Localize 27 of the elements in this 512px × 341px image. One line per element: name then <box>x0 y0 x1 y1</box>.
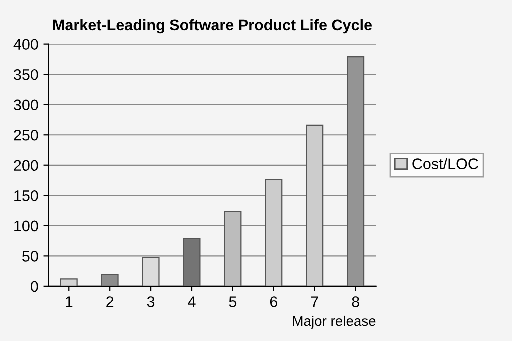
legend-label: Cost/LOC <box>412 158 478 170</box>
x-tick-label: 4 <box>188 296 196 308</box>
bar <box>224 211 242 286</box>
x-axis-title: Major release <box>293 316 376 329</box>
bar <box>142 257 160 286</box>
y-tick-label: 150 <box>14 190 38 202</box>
y-tick-label: 400 <box>14 39 38 50</box>
y-tick-label: 50 <box>22 251 38 262</box>
x-tick-label: 7 <box>311 296 318 308</box>
x-tick-label: 1 <box>66 296 73 308</box>
x-tick-label: 8 <box>352 296 360 308</box>
x-tick-label: 3 <box>147 296 155 308</box>
x-tick-label: 5 <box>229 296 237 308</box>
bar <box>101 274 119 286</box>
y-tick-label: 100 <box>14 220 38 232</box>
bar <box>60 278 78 286</box>
y-tick-label: 300 <box>14 100 38 111</box>
x-tick-label: 2 <box>106 296 114 308</box>
y-tick-label: 200 <box>14 160 38 172</box>
bar <box>265 179 283 286</box>
bar <box>183 238 201 286</box>
y-tick-label: 250 <box>14 130 38 141</box>
bar <box>306 124 324 286</box>
x-tick-label: 6 <box>270 296 278 308</box>
chart-title: Market-Leading Software Product Life Cycle <box>53 19 372 34</box>
y-tick-label: 350 <box>14 69 38 80</box>
y-tick-label: 0 <box>31 281 38 292</box>
